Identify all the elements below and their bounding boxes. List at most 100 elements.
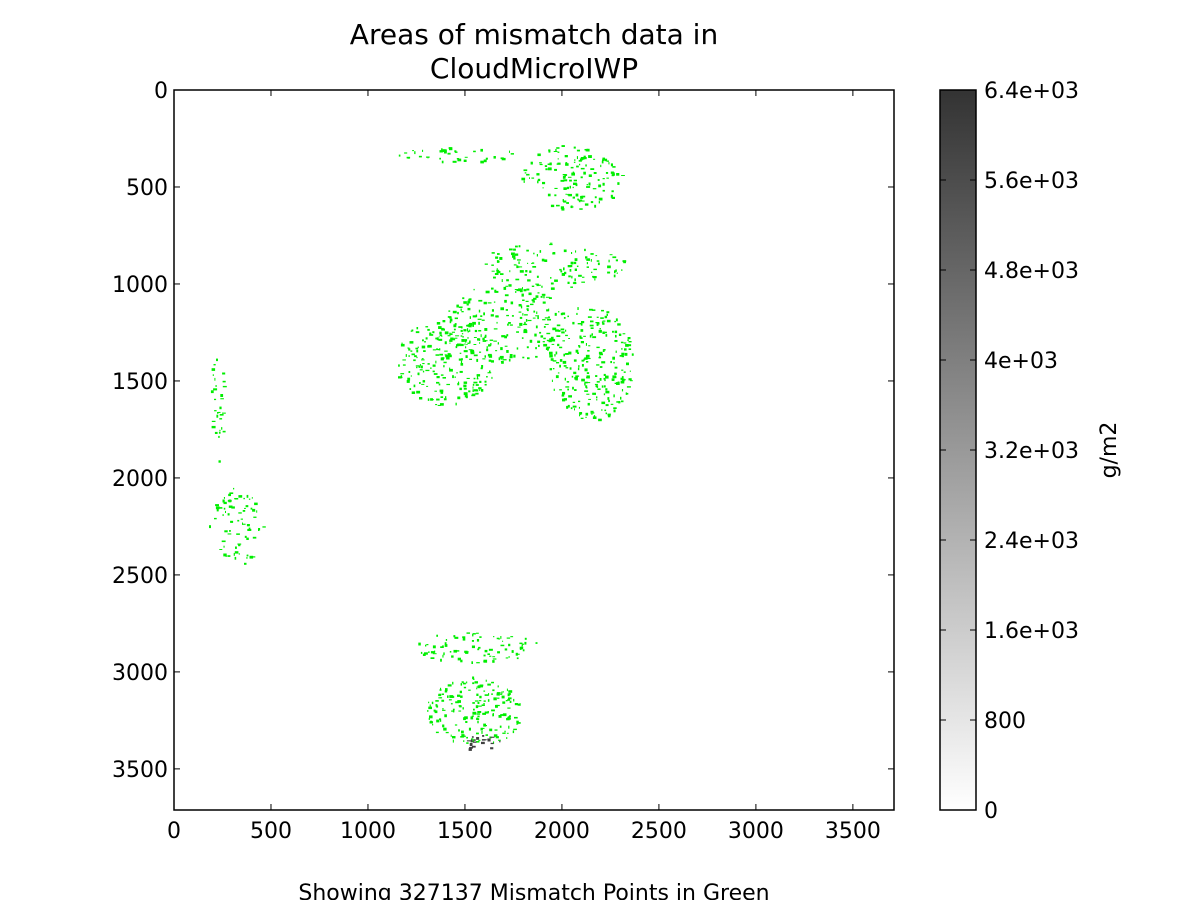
mismatch-point [580, 200, 585, 202]
mismatch-point [458, 381, 460, 384]
mismatch-point [238, 495, 243, 498]
mismatch-point [600, 164, 602, 168]
mismatch-point [443, 365, 445, 368]
mismatch-point [552, 338, 556, 342]
mismatch-point [480, 334, 482, 338]
mismatch-point [578, 365, 580, 368]
mismatch-point [483, 301, 487, 305]
mismatch-point [518, 266, 523, 268]
mismatch-point [595, 375, 598, 377]
mismatch-point [475, 314, 478, 317]
mismatch-point [579, 412, 583, 415]
mismatch-point [584, 149, 587, 151]
mismatch-point [490, 360, 494, 363]
mismatch-point [441, 335, 443, 337]
mismatch-point [211, 420, 216, 422]
mismatch-point [471, 715, 474, 717]
mismatch-point [572, 186, 574, 189]
mismatch-point [514, 289, 519, 291]
mismatch-point [456, 344, 458, 347]
mismatch-point [439, 689, 442, 691]
mismatch-point [590, 168, 595, 170]
mismatch-point [580, 195, 584, 199]
mismatch-point [620, 341, 624, 344]
mismatch-point [500, 347, 503, 351]
mismatch-point [459, 370, 463, 373]
mismatch-point [444, 341, 447, 345]
mismatch-point [586, 262, 588, 265]
mismatch-point [487, 711, 489, 714]
mismatch-point [535, 283, 539, 285]
mismatch-point [542, 341, 545, 343]
mismatch-point [223, 507, 226, 510]
mismatch-point [418, 372, 420, 376]
mismatch-point [604, 331, 607, 334]
mismatch-point [601, 309, 604, 312]
mismatch-point [505, 309, 508, 311]
mismatch-point [457, 382, 460, 386]
mismatch-point [611, 190, 614, 193]
mismatch-point [439, 718, 442, 721]
mismatch-point [463, 717, 466, 721]
mismatch-point [216, 358, 218, 362]
mismatch-point [211, 368, 216, 371]
mismatch-point [600, 317, 604, 319]
mismatch-point [601, 361, 606, 364]
mismatch-point [551, 343, 555, 345]
mismatch-point [454, 376, 456, 378]
mismatch-point [609, 254, 613, 256]
mismatch-point [452, 681, 454, 685]
mismatch-point [628, 348, 632, 350]
mismatch-point [621, 348, 623, 350]
mismatch-point [467, 342, 470, 344]
mismatch-point [454, 323, 457, 326]
mismatch-point [465, 346, 467, 349]
mismatch-point [558, 311, 560, 313]
mismatch-point [535, 295, 539, 298]
mismatch-point [479, 351, 482, 353]
mismatch-point [513, 257, 516, 260]
mismatch-point [445, 688, 448, 692]
mismatch-point [482, 337, 485, 340]
mismatch-point [516, 722, 521, 724]
mismatch-point [455, 701, 459, 704]
mismatch-point [238, 512, 242, 514]
mismatch-point [537, 340, 541, 343]
mismatch-point [588, 174, 592, 177]
mismatch-point [252, 536, 257, 539]
mismatch-point [483, 703, 485, 705]
mismatch-point [562, 174, 567, 176]
mismatch-point [504, 299, 507, 303]
mismatch-point [482, 735, 485, 737]
y-tick-label-4: 2000 [112, 467, 168, 492]
mismatch-point [507, 323, 509, 326]
mismatch-point [483, 723, 486, 727]
mismatch-point [552, 368, 555, 370]
mismatch-point [498, 715, 502, 718]
mismatch-point [455, 402, 457, 406]
mismatch-point [398, 364, 400, 367]
mismatch-point [561, 312, 565, 315]
mismatch-point [432, 364, 436, 367]
mismatch-point [569, 179, 572, 182]
mismatch-point [531, 262, 533, 264]
mismatch-point [574, 258, 578, 262]
mismatch-point [493, 156, 496, 159]
mismatch-point [562, 340, 565, 342]
mismatch-point [449, 367, 451, 371]
mismatch-point [524, 172, 527, 174]
mismatch-point [478, 338, 481, 341]
mismatch-point [478, 387, 482, 390]
mismatch-point [608, 399, 610, 403]
mismatch-point [447, 695, 449, 698]
mismatch-point [438, 326, 442, 329]
mismatch-point [456, 650, 460, 652]
mismatch-point [522, 356, 525, 359]
mismatch-point [548, 150, 551, 153]
mismatch-point [568, 275, 571, 278]
mismatch-point [468, 689, 471, 691]
mismatch-point [416, 390, 421, 394]
mismatch-point [490, 742, 494, 745]
mismatch-point [456, 158, 460, 160]
mismatch-point [559, 268, 562, 271]
